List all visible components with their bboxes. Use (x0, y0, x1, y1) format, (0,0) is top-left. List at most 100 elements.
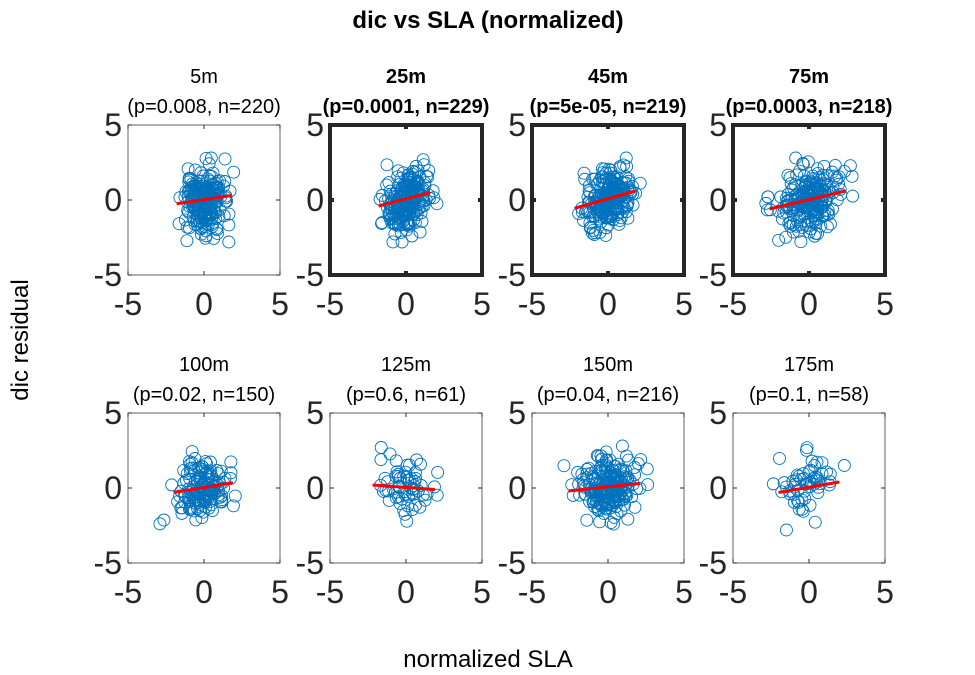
y-tick-label: 0 (709, 182, 727, 218)
data-point (811, 471, 824, 485)
subplot-100m: 100m (p=0.02, n=150) 5 0 -5-5 0 5 (94, 354, 289, 610)
data-point (400, 458, 414, 472)
y-tick-label: -5 (498, 257, 526, 293)
data-point (414, 457, 427, 471)
data-point (837, 459, 851, 472)
data-point (611, 208, 625, 221)
data-point (206, 182, 219, 196)
x-tick-label: 5 (473, 286, 491, 322)
data-point (760, 203, 774, 217)
data-point (197, 184, 211, 198)
data-point (209, 221, 223, 235)
data-point (395, 235, 409, 249)
subplot-5m: 5m(p=0.008, n=220)50-5-5 0 5 (94, 66, 289, 322)
data-point (811, 227, 825, 241)
data-point (587, 228, 601, 241)
x-tick-label: 5 (271, 574, 289, 610)
data-point (411, 164, 425, 178)
y-tick-label: 5 (306, 395, 324, 431)
data-point (800, 443, 813, 457)
data-point (392, 469, 405, 483)
data-point (625, 490, 639, 504)
data-point (398, 179, 412, 193)
data-point (590, 449, 604, 463)
data-point (612, 457, 625, 471)
y-tick-label: -5 (699, 545, 727, 581)
data-point (584, 220, 598, 234)
data-point (774, 190, 788, 204)
data-point (795, 221, 809, 235)
axes-box (127, 124, 281, 276)
subplot-subtitle: (p=0.04, n=216) (537, 384, 679, 406)
data-point (192, 466, 206, 480)
data-point (211, 227, 224, 240)
data-point (585, 226, 599, 240)
x-tick-label: 5 (876, 574, 894, 610)
x-tick-label: -5 (518, 286, 546, 322)
y-tick-label: -5 (296, 545, 324, 581)
data-point (374, 453, 388, 467)
data-point (383, 447, 397, 461)
x-tick-label: 0 (195, 574, 213, 610)
data-point (157, 513, 171, 527)
data-point (405, 186, 418, 200)
data-point (391, 490, 405, 504)
data-point (816, 168, 830, 182)
subplot-75m: 75m(p=0.0003, n=218)50-5-5 0 5 (699, 66, 894, 322)
data-point (802, 464, 816, 478)
data-point (179, 473, 193, 487)
figure-ylabel: dic residual (7, 279, 34, 400)
x-tick-label: 5 (271, 286, 289, 322)
data-point (795, 502, 809, 516)
data-point (633, 176, 647, 190)
data-point (190, 207, 204, 221)
data-point (227, 165, 241, 179)
x-tick-label: 0 (800, 574, 818, 610)
data-point (622, 172, 635, 186)
x-tick-label: -5 (719, 286, 747, 322)
subplot-title: 175m (784, 354, 834, 376)
data-point (589, 485, 603, 498)
subplot-subtitle: (p=5e-05, n=219) (530, 96, 687, 118)
y-tick-label: 5 (508, 107, 526, 143)
subplot-title: 100m (179, 354, 229, 376)
data-point (620, 198, 634, 212)
data-point (203, 205, 217, 219)
subplot-subtitle: (p=0.02, n=150) (133, 384, 275, 406)
data-point (599, 228, 613, 242)
data-point (793, 164, 806, 178)
data-point (188, 452, 202, 465)
data-point (773, 451, 786, 465)
x-tick-label: 5 (473, 574, 491, 610)
data-point (605, 175, 619, 189)
data-point (833, 183, 847, 196)
data-point (202, 210, 216, 224)
data-point (846, 189, 860, 203)
data-point (641, 478, 655, 492)
y-tick-label: 0 (709, 470, 727, 506)
data-point (405, 503, 419, 517)
data-point (795, 190, 809, 204)
y-tick-label: 0 (104, 182, 122, 218)
data-point (591, 449, 605, 463)
data-point (201, 212, 215, 226)
data-point (391, 164, 405, 178)
data-point (792, 502, 806, 516)
y-tick-label: 5 (306, 107, 324, 143)
data-point (817, 185, 831, 199)
data-point (601, 218, 615, 232)
data-point (153, 517, 167, 531)
x-tick-label: -5 (316, 574, 344, 610)
data-point (597, 507, 611, 521)
data-point (382, 176, 396, 189)
axes-box (731, 123, 887, 277)
data-point (189, 513, 203, 527)
data-point (595, 452, 609, 466)
data-point (415, 215, 429, 228)
data-point (615, 439, 629, 453)
data-point (820, 169, 834, 182)
data-point (814, 200, 828, 214)
x-tick-label: 0 (599, 574, 617, 610)
x-tick-label: -5 (316, 286, 344, 322)
